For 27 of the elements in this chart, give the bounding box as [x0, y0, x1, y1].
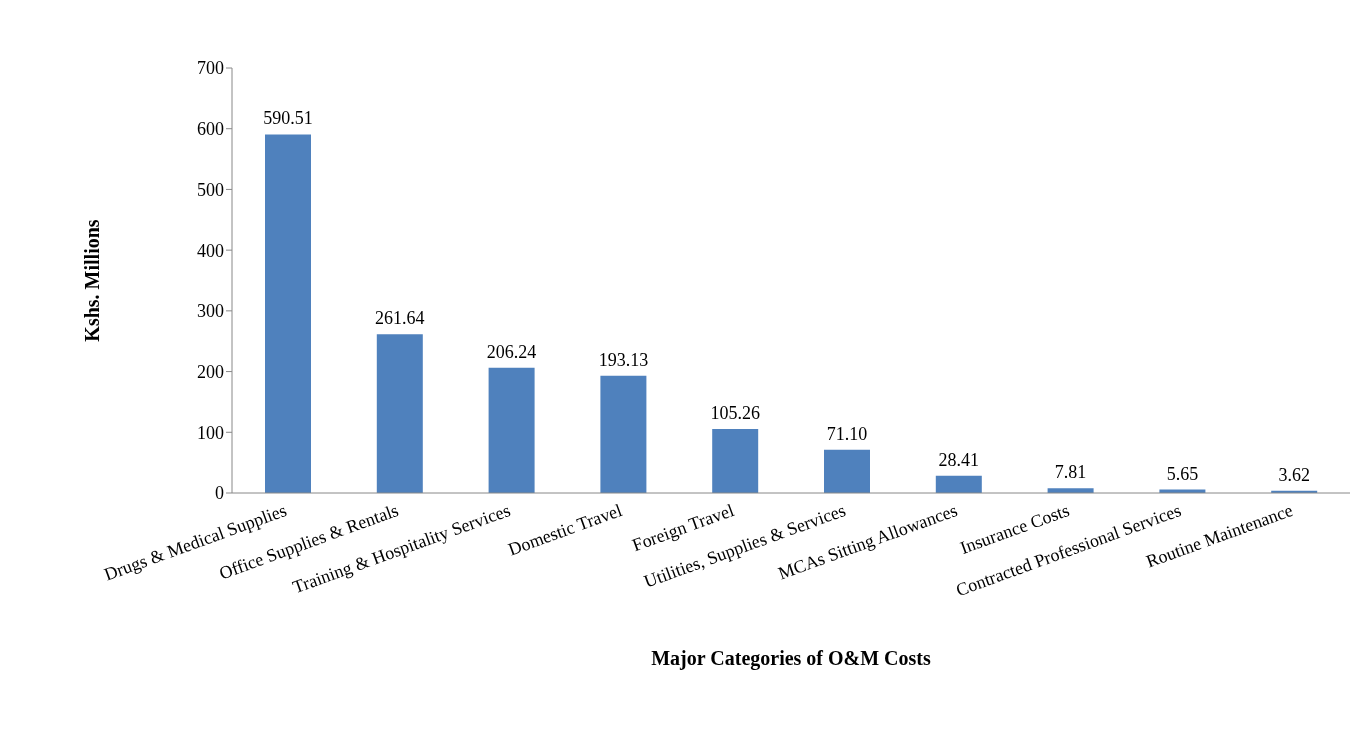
data-label: 105.26	[710, 403, 760, 424]
y-tick-label: 600	[197, 119, 224, 140]
data-label: 28.41	[938, 449, 980, 470]
data-label: 5.65	[1166, 463, 1199, 484]
bar	[265, 134, 311, 493]
bar	[712, 429, 759, 493]
y-tick-label: 0	[215, 483, 224, 504]
y-tick-label: 300	[197, 301, 224, 322]
data-label: 7.81	[1054, 462, 1087, 483]
data-label: 206.24	[486, 341, 537, 362]
bar	[600, 375, 647, 493]
y-tick-label: 500	[197, 179, 224, 200]
bar	[935, 475, 982, 493]
data-label: 590.51	[263, 108, 313, 129]
bar	[488, 367, 535, 493]
data-label: 3.62	[1278, 464, 1310, 485]
data-label: 261.64	[375, 308, 425, 329]
y-tick-label: 700	[197, 58, 224, 79]
x-axis-title: Major Categories of O&M Costs	[651, 647, 931, 670]
y-axis-title: Kshs. Millions	[81, 219, 104, 342]
y-tick-label: 100	[197, 422, 224, 443]
bar	[824, 449, 870, 493]
data-label: 193.13	[598, 349, 649, 370]
data-label: 71.10	[826, 423, 868, 444]
y-tick-label: 200	[197, 361, 224, 382]
bar	[376, 334, 423, 493]
y-tick-label: 400	[197, 240, 224, 261]
